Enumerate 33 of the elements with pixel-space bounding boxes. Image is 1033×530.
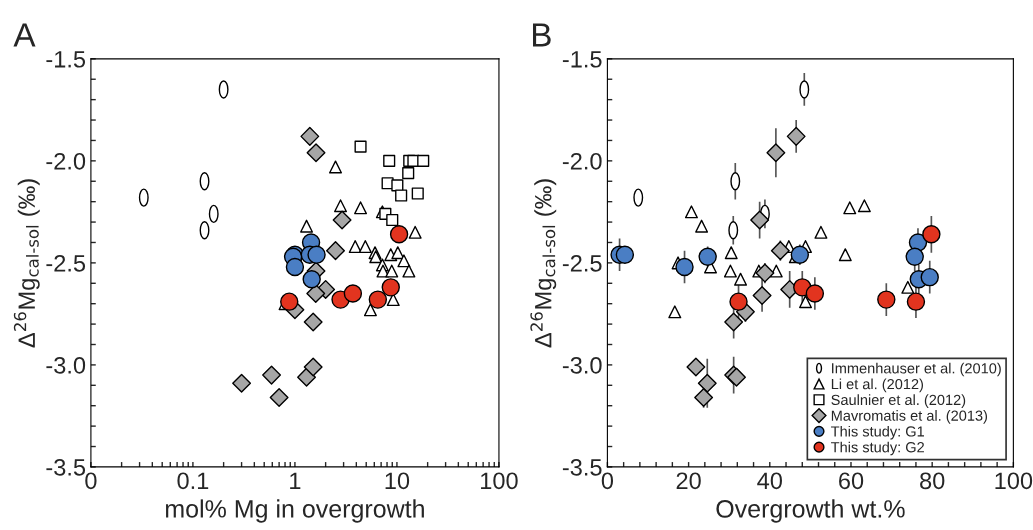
- y-tick-label: -2.5: [562, 254, 602, 272]
- legend-label: Saulnier et al. (2012): [831, 394, 966, 408]
- x-tick-label: 100: [481, 472, 518, 490]
- y-axis-title: Δ$^{26}$Mg$_{cal-sol}$ (‰): [13, 179, 40, 348]
- x-axis-title: Overgrowth wt.%: [716, 499, 905, 523]
- y-tick-label: -3.5: [562, 459, 602, 476]
- y-tick-label: -1.5: [46, 51, 86, 68]
- x-tick-label: 100: [995, 472, 1033, 490]
- x-axis-title: mol% Mg in overgrowth: [165, 499, 424, 523]
- x-tick-label: 80: [920, 472, 945, 490]
- y-tick-label: -3.0: [46, 356, 86, 374]
- chart-title: B: [533, 23, 551, 47]
- y-tick-label: -2.5: [46, 254, 86, 272]
- x-tick-label: 0.1: [177, 472, 209, 490]
- legend-label: This study: G2: [831, 441, 924, 456]
- y-tick-label: -2.0: [562, 152, 602, 170]
- y-axis-title: Δ$^{26}$Mg$_{cal-sol}$ (‰): [530, 179, 557, 348]
- legend-label: Mavromatis et al. (2013): [831, 410, 988, 424]
- y-tick-label: -3.0: [562, 356, 602, 374]
- x-tick-label: 20: [676, 472, 701, 490]
- x-tick-label: 0: [601, 472, 614, 490]
- legend-label: Immenhauser et al. (2010): [832, 362, 1001, 377]
- x-tick-label: 10: [385, 472, 410, 490]
- legend-label: This study: G1: [831, 425, 924, 440]
- y-tick-label: -2.0: [46, 152, 86, 170]
- y-tick-label: -3.5: [46, 459, 86, 476]
- x-tick-label: 40: [757, 472, 782, 490]
- y-tick-label: -1.5: [562, 51, 602, 68]
- x-tick-label: 1: [290, 472, 301, 489]
- x-tick-label: 0: [85, 472, 97, 490]
- x-tick-label: 60: [839, 472, 864, 490]
- legend-label: Li et al. (2012): [831, 378, 924, 393]
- chart-title: A: [13, 23, 36, 47]
